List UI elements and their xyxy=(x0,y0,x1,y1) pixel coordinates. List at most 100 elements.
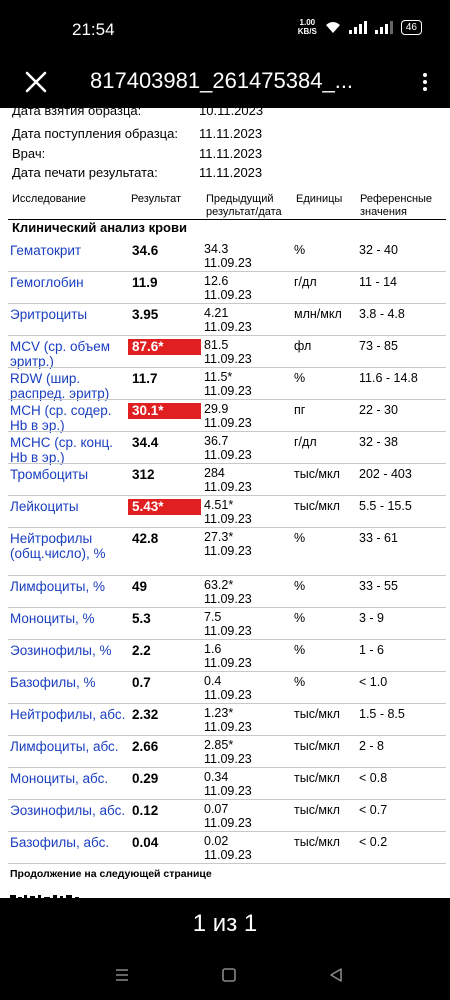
wifi-icon xyxy=(325,21,340,33)
meta-label: Врач: xyxy=(12,146,46,161)
reference-range: 1.5 - 8.5 xyxy=(359,707,405,721)
table-row: Моноциты, абс. 0.29 0.34 11.09.23 тыс/мкл < 0… xyxy=(0,768,450,800)
row-divider xyxy=(8,463,446,464)
test-name[interactable]: Базофилы, абс. xyxy=(10,835,110,850)
test-name[interactable]: Базофилы, % xyxy=(10,675,96,690)
previous-result: 11.5* 11.09.23 xyxy=(204,370,252,398)
meta-label: Дата взятия образца: xyxy=(12,108,142,118)
unit-value: тыс/мкл xyxy=(294,835,340,849)
network-speed: 1.00 KB/S xyxy=(297,18,317,36)
continuation-note: Продолжение на следующей странице xyxy=(10,868,212,880)
table-row: Лейкоциты 5.43* 4.51* 11.09.23 тыс/мкл 5.5 - … xyxy=(0,496,450,528)
row-divider xyxy=(8,431,446,432)
test-name[interactable]: MCHC (ср. конц. Hb в эр.) xyxy=(10,435,114,465)
previous-result: 81.5 11.09.23 xyxy=(204,338,252,366)
result-value: 34.6 xyxy=(132,243,159,258)
table-row: Лимфоциты, % 49 63.2* 11.09.23% 33 - 55 xyxy=(0,576,450,608)
row-divider xyxy=(8,399,446,400)
unit-value: тыс/мкл xyxy=(294,771,340,785)
result-value: 5.3 xyxy=(132,611,151,626)
test-name[interactable]: Моноциты, % xyxy=(10,611,95,626)
test-name[interactable]: Эритроциты xyxy=(10,307,88,322)
menu-icon[interactable] xyxy=(112,965,132,985)
reference-range: < 0.8 xyxy=(359,771,388,785)
test-name[interactable]: Эозинофилы, абс. xyxy=(10,803,126,818)
unit-value: тыс/мкл xyxy=(294,467,340,481)
row-divider xyxy=(8,271,446,272)
document-page[interactable]: Дата взятия образца: 10.11.2023 Дата пос… xyxy=(0,108,450,898)
table-row: Лимфоциты, абс. 2.66 2.85* 11.09.23 тыс/мкл 2… xyxy=(0,736,450,768)
result-value: 0.29 xyxy=(132,771,159,786)
status-icons: 1.00 KB/S 46 xyxy=(298,18,422,36)
test-name[interactable]: RDW (шир. распред. эритр) xyxy=(10,371,110,401)
meta-value: 10.11.2023 xyxy=(199,108,264,118)
reference-range: 73 - 85 xyxy=(359,339,398,353)
test-name[interactable]: Лимфоциты, % xyxy=(10,579,105,594)
signal-1-icon xyxy=(348,20,367,34)
unit-value: % xyxy=(294,579,306,593)
header-units: Единицы xyxy=(296,193,343,205)
reference-range: < 0.7 xyxy=(359,803,388,817)
table-row: RDW (шир. распред. эритр) 11.7 11.5* 11.09.… xyxy=(0,368,450,401)
result-value: 42.8 xyxy=(132,531,159,546)
unit-value: г/дл xyxy=(294,435,317,449)
page-indicator: 1 из 1 xyxy=(0,898,450,950)
previous-result: 284 11.09.23 xyxy=(204,466,252,494)
test-name[interactable]: Тромбоциты xyxy=(10,467,89,482)
meta-value: 11.11.2023 xyxy=(199,126,263,141)
previous-result: 29.9 11.09.23 xyxy=(204,402,252,430)
header-test: Исследование xyxy=(12,193,86,205)
meta-value: 11.11.2023 xyxy=(199,146,263,161)
reference-range: 1 - 6 xyxy=(359,643,385,657)
result-value: 11.7 xyxy=(132,371,158,386)
meta-label: Дата печати результата: xyxy=(12,165,158,180)
test-name[interactable]: Гемоглобин xyxy=(10,275,84,290)
row-divider xyxy=(8,495,446,496)
result-value: 5.43* xyxy=(128,499,201,515)
previous-result: 0.07 11.09.23 xyxy=(204,802,252,830)
test-name[interactable]: MCH (ср. содер. Hb в эр.) xyxy=(10,403,112,433)
table-row: Нейтрофилы, абс. 2.32 1.23* 11.09.23 тыс/мкл… xyxy=(0,704,450,736)
unit-value: % xyxy=(294,611,306,625)
previous-result: 34.3 11.09.23 xyxy=(204,242,252,270)
header-ref: Референсные значения xyxy=(360,193,433,218)
previous-result: 1.6 11.09.23 xyxy=(204,642,252,670)
previous-result: 0.4 11.09.23 xyxy=(204,674,252,702)
table-row: Моноциты, % 5.3 7.5 11.09.23% 3 - 9 xyxy=(0,608,450,640)
reference-range: 32 - 40 xyxy=(359,243,398,257)
test-name[interactable]: Моноциты, абс. xyxy=(10,771,109,786)
more-options-icon[interactable] xyxy=(420,70,430,96)
row-divider xyxy=(8,671,446,672)
test-name[interactable]: Нейтрофилы (общ.число), % xyxy=(10,531,106,561)
previous-result: 1.23* 11.09.23 xyxy=(204,706,252,734)
result-value: 34.4 xyxy=(132,435,159,450)
back-triangle-icon[interactable] xyxy=(326,965,346,985)
test-name[interactable]: MCV (ср. объем эритр.) xyxy=(10,339,111,369)
close-icon[interactable] xyxy=(22,68,50,96)
table-row: MCH (ср. содер. Hb в эр.) 30.1* 29.9 11.09.… xyxy=(0,400,450,433)
result-value: 49 xyxy=(132,579,148,594)
test-name[interactable]: Гематокрит xyxy=(10,243,82,258)
reference-range: < 1.0 xyxy=(359,675,388,689)
unit-value: % xyxy=(294,675,306,689)
result-value: 2.66 xyxy=(132,739,159,754)
unit-value: тыс/мкл xyxy=(294,707,340,721)
test-name[interactable]: Лимфоциты, абс. xyxy=(10,739,119,754)
test-name[interactable]: Нейтрофилы, абс. xyxy=(10,707,126,722)
row-divider xyxy=(8,863,446,864)
row-divider xyxy=(8,607,446,608)
test-name[interactable]: Лейкоциты xyxy=(10,499,79,514)
test-name[interactable]: Эозинофилы, % xyxy=(10,643,112,658)
battery-icon: 46 xyxy=(400,19,422,35)
row-divider xyxy=(8,575,446,576)
meta-label: Дата поступления образца: xyxy=(12,126,178,141)
home-square-icon[interactable] xyxy=(219,965,239,985)
row-divider xyxy=(8,639,446,640)
table-row: Гемоглобин 11.9 12.6 11.09.23 г/дл 11 - 14 xyxy=(0,272,450,304)
reference-range: 33 - 61 xyxy=(359,531,398,545)
table-row: Гематокрит 34.6 34.3 11.09.23% 32 - 40 xyxy=(0,240,450,272)
unit-value: тыс/мкл xyxy=(294,739,340,753)
result-value: 3.95 xyxy=(132,307,159,322)
result-value: 2.32 xyxy=(132,707,159,722)
previous-result: 0.34 11.09.23 xyxy=(204,770,252,798)
